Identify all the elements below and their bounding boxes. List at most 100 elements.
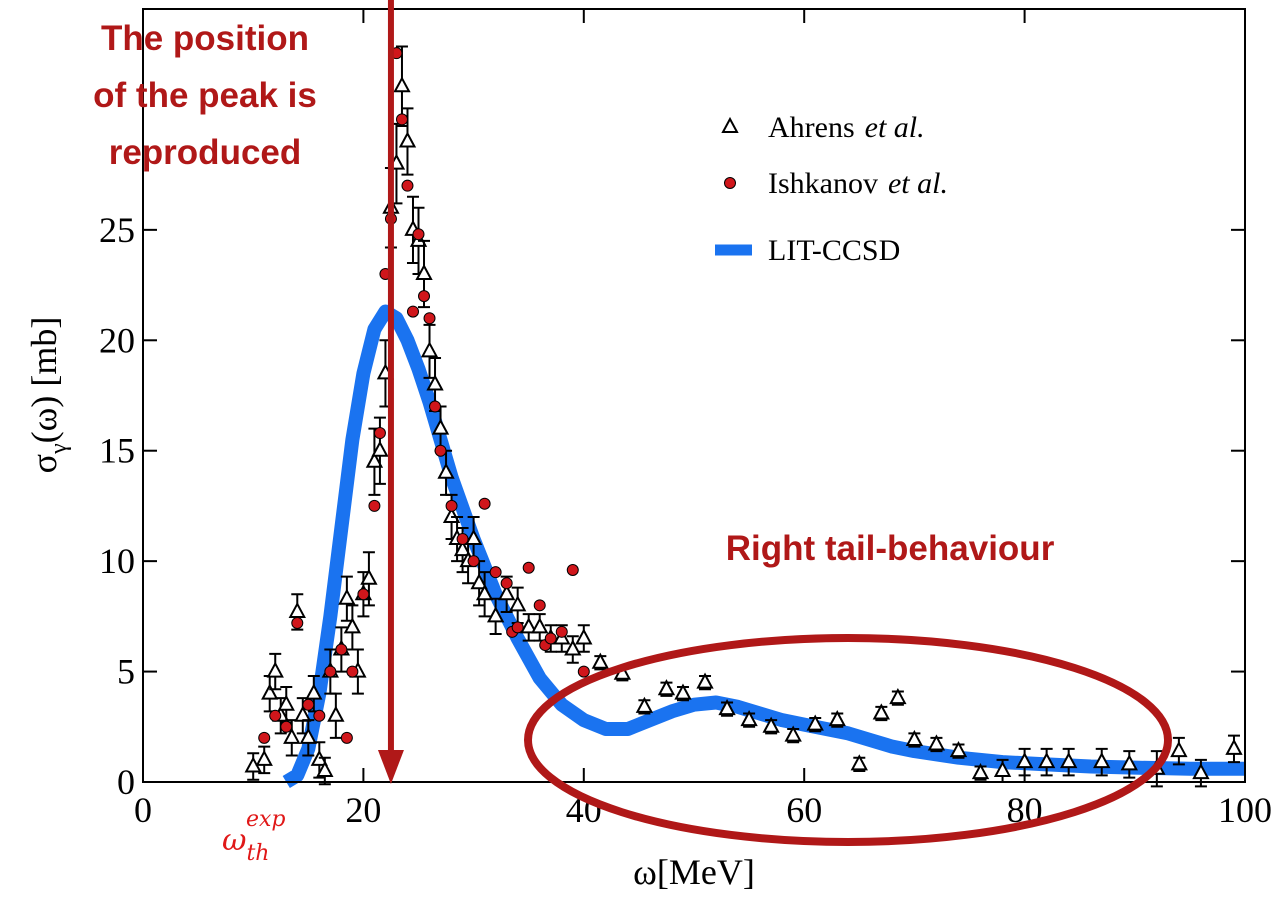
circle-marker [324,665,337,678]
legend-label: Ishkanov et al. [768,167,948,200]
peak-annotation: reproduced [109,133,302,172]
triangle-marker [740,710,758,727]
circle-marker [280,720,293,733]
legend-name: Ishkanov [768,167,878,200]
circle-marker [269,709,282,722]
circle-marker [412,228,425,241]
triangle-marker [470,573,488,590]
circle-marker [478,497,491,510]
circle-marker [577,665,590,678]
triangle-marker [1120,754,1138,771]
circle-marker [555,625,568,638]
triangle-marker [784,725,802,742]
triangle-marker [1192,763,1210,780]
circle-marker [357,588,370,601]
triangle-marker [905,729,924,747]
x-axis-label: ω[MeV] [633,852,755,892]
triangle-marker [696,672,714,689]
triangle-marker [343,617,362,634]
circle-marker [533,599,546,612]
triangle-marker [371,440,389,457]
triangle-marker [327,705,345,722]
triangle-marker [575,628,593,645]
legend-marker [724,177,736,189]
circle-marker [340,731,353,744]
triangle-marker [828,710,846,727]
triangle-marker [872,703,891,720]
peak-arrowhead [377,750,404,784]
circle-marker [511,621,524,634]
triangle-marker [718,699,736,716]
y-label-sub: γ [46,443,72,455]
triangle-marker [657,679,676,696]
peak-annotation: The position [101,19,309,58]
circle-marker [500,577,513,590]
triangle-marker [338,588,356,605]
x-tick-label: 100 [1218,790,1272,830]
triangle-marker [1037,752,1056,769]
triangle-marker [806,714,824,731]
threshold-sub: th [246,841,269,866]
triangle-marker [509,595,527,612]
circle-marker [566,563,579,576]
circle-marker [302,698,315,711]
circle-marker [544,632,557,645]
y-label-rest: (ω) [mb] [24,317,64,444]
circle-marker [406,305,419,318]
triangle-marker [288,601,306,618]
peak-annotation: of the peak is [93,76,317,115]
circle-marker [291,616,304,629]
y-tick-label: 10 [99,541,135,581]
circle-marker [467,555,480,568]
circle-marker [313,709,326,722]
triangle-marker [531,617,549,634]
legend-name-italic: et al. [888,167,948,200]
triangle-marker [889,687,907,705]
triangle-marker [277,694,295,711]
y-tick-label: 20 [99,320,135,360]
triangle-marker [398,131,417,148]
legend-label: Ahrens et al. [768,111,925,144]
triangle-marker [486,606,505,623]
triangle-marker [1225,738,1243,755]
y-label-main: σ [24,454,64,473]
triangle-marker [850,754,868,771]
triangle-marker [1060,752,1078,769]
circle-marker [368,499,381,512]
triangle-marker [674,683,692,700]
triangle-marker [993,760,1012,777]
y-tick-label: 5 [117,652,135,692]
triangle-marker [393,76,411,93]
circle-marker [373,427,386,440]
triangle-marker [299,727,317,744]
x-tick-label: 0 [134,790,152,830]
circle-marker [445,499,458,512]
y-tick-label: 15 [99,431,135,471]
triangle-marker [420,341,439,358]
triangle-marker [431,418,450,435]
triangle-marker [927,734,946,751]
triangle-marker [1170,740,1188,758]
triangle-marker [1015,752,1034,769]
y-tick-label: 25 [99,210,135,250]
triangle-marker [316,760,334,777]
triangle-marker [283,727,301,744]
circle-marker [429,400,442,413]
triangle-marker [520,617,538,634]
triangle-marker [453,539,472,557]
threshold-label: ωth exp [222,807,286,866]
legend-name: Ahrens [768,111,855,144]
triangle-marker [360,568,378,585]
circle-marker [335,643,348,656]
circle-marker [456,533,469,546]
triangle-marker [949,740,968,758]
triangle-marker [365,451,384,468]
triangle-marker [266,661,284,678]
triangle-marker [497,584,516,601]
lit-ccsd-band [282,304,1245,788]
circle-marker [423,312,436,325]
triangle-marker [261,683,279,700]
y-tick-label: 0 [117,762,135,802]
triangle-marker [971,763,990,780]
triangle-marker [255,749,273,766]
